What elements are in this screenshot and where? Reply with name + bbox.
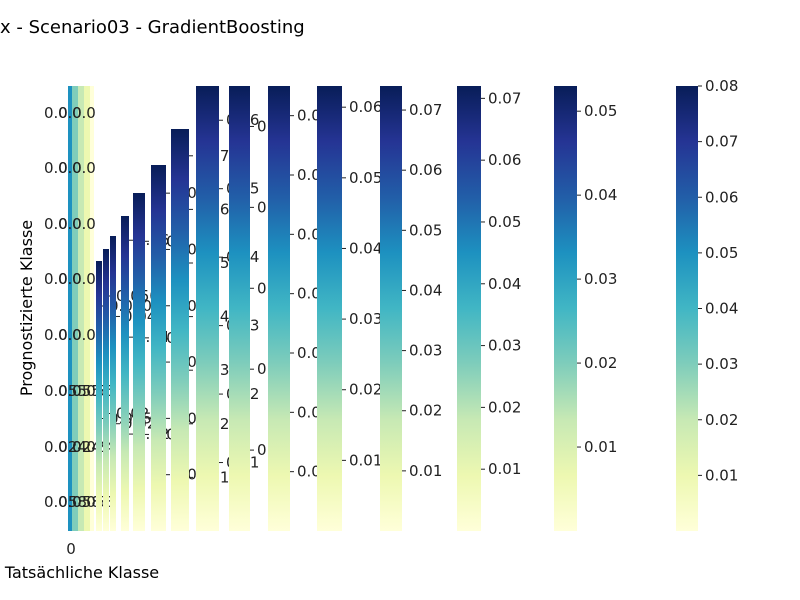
colorbar-tick-label: 0.02 [349, 381, 382, 399]
cell-value-label: 0.0 [58, 104, 82, 122]
cell-value-label: 0.0 [72, 326, 96, 344]
colorbar-tick-label: 0.04 [584, 186, 617, 204]
colorbar: 0.01 0.02 0.03 0.04 0.05 0.06 0.07 0.08 [676, 77, 738, 531]
colorbar-tick-label: 0.04 [349, 239, 382, 257]
colorbar: 0.01 0.02 0.03 0.04 0.05 0.06 0.07 [457, 86, 521, 531]
cell-value-label: 0.024 [58, 438, 101, 456]
colorbar-tick-label: 0.08 [705, 77, 738, 95]
colorbar: 0.01 0.02 0.03 0.04 0.05 0.06 [317, 86, 382, 531]
colorbar-tick-label: 0.02 [584, 354, 617, 372]
cell-value-label: 0.0 [72, 215, 96, 233]
cell-value-label: 0.058 [44, 493, 87, 511]
colorbar-tick-label: 0.02 [488, 398, 521, 416]
colorbar-tick-label: 0.05 [488, 213, 521, 231]
cell-value-label: 0.0 [72, 104, 96, 122]
heatmap-cell-column [84, 86, 90, 531]
cell-value-label: 0.055 [58, 382, 101, 400]
colorbar-tick-label: 0.07 [705, 133, 738, 151]
colorbar-tick-label: 0.06 [705, 188, 738, 206]
colorbar-tick-label: 0.05 [584, 102, 617, 120]
cell-value-label: 0.0 [58, 215, 82, 233]
cell-value-label: 0.0 [72, 159, 96, 177]
cell-value-label: 0.024 [44, 438, 87, 456]
colorbar-tick-label: 0.03 [349, 310, 382, 328]
cell-value-label: 0.0 [44, 326, 68, 344]
colorbar-tick-label: 0.07 [409, 101, 442, 119]
cell-value-label: 0.0 [58, 270, 82, 288]
cell-value-label: 0.0 [44, 104, 68, 122]
cell-value-label: 0.0 [44, 215, 68, 233]
colorbar-gradient [676, 86, 698, 531]
colorbar-gradient [380, 86, 402, 531]
heatmap-cell-column [90, 86, 94, 531]
colorbar-gradient [229, 86, 250, 531]
colorbar: 0.01 0.02 0.03 0.04 0.05 0.06 0.07 [380, 86, 442, 531]
colorbar-gradient [96, 261, 102, 531]
colorbar-tick-label: 0.01 [705, 466, 738, 484]
cell-value-label: 0.0 [44, 159, 68, 177]
heatmap-cell-column [78, 86, 84, 531]
chart-title: x - Scenario03 - GradientBoosting [0, 17, 305, 38]
colorbar-gradient [457, 86, 481, 531]
colorbar-tick-label: 0.01 [409, 462, 442, 480]
cell-value-label: 0.0 [44, 270, 68, 288]
colorbar-tick-label: 0.04 [409, 281, 442, 299]
colorbar-gradient [196, 86, 219, 531]
x-axis-label: Tatsächliche Klasse [4, 563, 159, 582]
colorbar-tick-label: 0.05 [349, 169, 382, 187]
heatmap-cells [68, 86, 94, 531]
colorbar-tick-label: 0.06 [409, 161, 442, 179]
y-axis-label: Prognostizierte Klasse [17, 220, 36, 396]
colorbar-tick-label: 0.02 [409, 402, 442, 420]
colorbar-tick-label: 0.02 [705, 411, 738, 429]
colorbar-tick-label: 0.03 [584, 270, 617, 288]
colorbar-tick-label: 0.05 [409, 221, 442, 239]
colorbar-tick-label: 0.03 [705, 355, 738, 373]
colorbar-tick-label: 0.04 [488, 275, 521, 293]
colorbar-gradient [171, 129, 189, 531]
colorbar-gradient [110, 236, 116, 531]
colorbar: 0.01 0.02 0.03 0.04 0.05 [554, 86, 617, 531]
cell-value-label: 0.0 [58, 326, 82, 344]
colorbar-tick-label: 0.01 [349, 451, 382, 469]
colorbar-tick-label: 0.07 [488, 89, 521, 107]
cell-value-label: 0.0 [58, 159, 82, 177]
colorbar-tick-label: 0.04 [705, 300, 738, 318]
colorbar-gradient [121, 216, 129, 531]
colorbar-gradient [133, 193, 145, 531]
colorbar-tick-label: 0.06 [488, 151, 521, 169]
colorbar-gradient [317, 86, 342, 531]
colorbar-tick-label: 0.01 [584, 438, 617, 456]
colorbar-tick-label: 0.03 [488, 337, 521, 355]
colorbar-gradient [103, 249, 109, 531]
colorbar-gradient [151, 165, 166, 531]
x-tick-label: 0 [66, 540, 76, 558]
colorbar-gradient [268, 86, 290, 531]
colorbar-tick-label: 0.05 [705, 244, 738, 262]
colorbar-gradient [554, 86, 577, 531]
cell-value-label: 0.0 [72, 270, 96, 288]
colorbar-tick-label: 0.03 [409, 342, 442, 360]
cell-value-label: 0.055 [44, 382, 87, 400]
cell-value-label: 0.058 [58, 493, 101, 511]
heatmap-cell-column [72, 86, 78, 531]
heatmap-cell-column [68, 86, 72, 531]
colorbar-tick-label: 0.01 [488, 460, 521, 478]
colorbar-tick-label: 0.06 [349, 98, 382, 116]
